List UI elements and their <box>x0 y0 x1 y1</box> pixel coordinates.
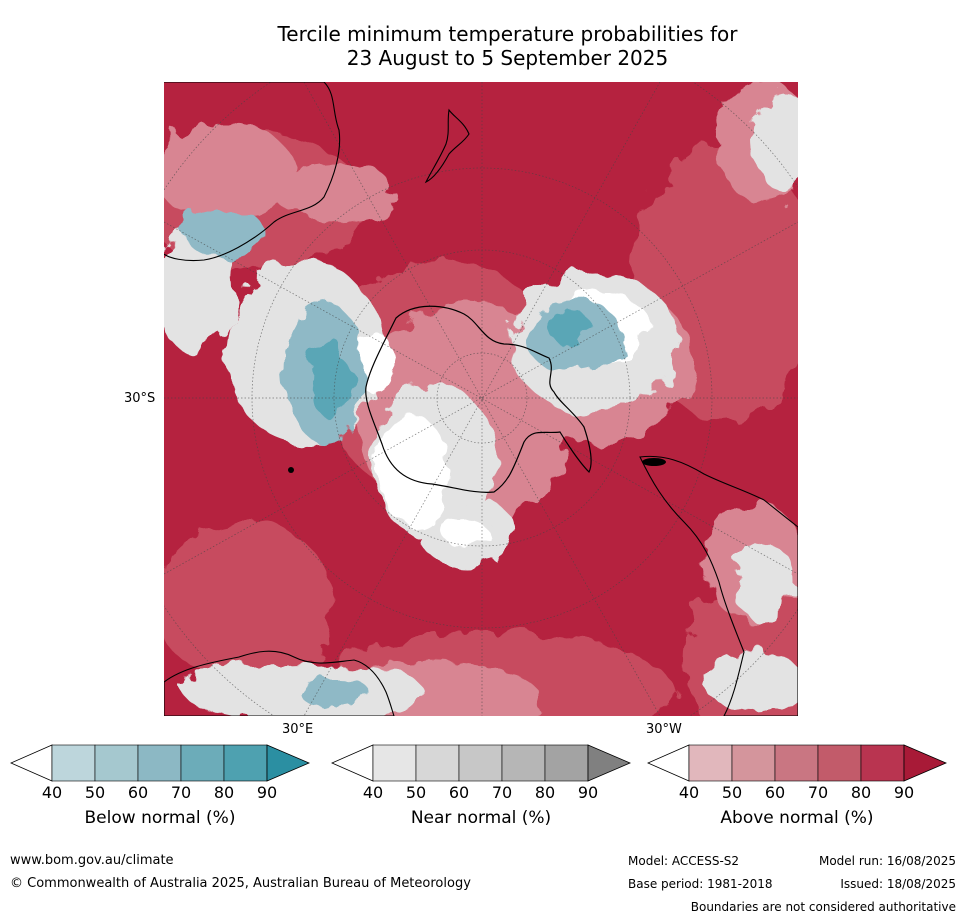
website-link[interactable]: www.bom.gov.au/climate <box>10 853 174 868</box>
colorbar-swatch <box>501 744 546 782</box>
colorbar-tick-label: 70 <box>491 783 513 802</box>
new-zealand-coastline <box>424 108 470 184</box>
colorbar-max-extend <box>587 744 631 782</box>
colorbar-tick-label: 40 <box>678 783 700 802</box>
africa-coastline <box>164 650 395 716</box>
colorbar-tick-label: 50 <box>84 783 106 802</box>
colorbar-swatch <box>774 744 819 782</box>
colorbar-tick-label: 60 <box>127 783 149 802</box>
colorbar-tick-label: 50 <box>405 783 427 802</box>
colorbar-near-swatches <box>331 744 631 782</box>
colorbar-near-normal <box>331 744 631 782</box>
colorbar-swatch <box>817 744 862 782</box>
falklands-marker <box>642 458 666 466</box>
colorbar-swatch <box>731 744 776 782</box>
colorbar-min-extend <box>331 744 374 782</box>
title-line-2: 23 August to 5 September 2025 <box>346 46 669 70</box>
colorbar-below-label: Below normal (%) <box>84 808 236 828</box>
copyright-text: © Commonwealth of Australia 2025, Austra… <box>10 876 471 891</box>
colorbar-below-normal <box>10 744 310 782</box>
probability-map <box>164 82 798 716</box>
colorbar-tick-label: 80 <box>534 783 556 802</box>
lon-label-30w: 30°W <box>646 722 682 737</box>
title-line-1: Tercile minimum temperature probabilitie… <box>277 22 738 46</box>
colorbar-swatch <box>223 744 268 782</box>
colorbar-tick-label: 80 <box>850 783 872 802</box>
colorbar-tick-label: 70 <box>807 783 829 802</box>
base-period-info: Base period: 1981-2018 <box>628 877 773 891</box>
colorbar-tick-label: 90 <box>256 783 278 802</box>
antarctica-coastline <box>365 305 592 493</box>
colorbar-swatch <box>544 744 589 782</box>
colorbar-max-extend <box>266 744 310 782</box>
colorbar-swatch <box>688 744 733 782</box>
disclaimer-text: Boundaries are not considered authoritat… <box>690 900 956 914</box>
colorbar-above-normal <box>647 744 947 782</box>
australia-coastline <box>164 82 341 262</box>
colorbar-min-extend <box>647 744 690 782</box>
map-svg <box>164 82 798 716</box>
colorbar-near-label: Near normal (%) <box>410 808 552 828</box>
issued-info: Issued: 18/08/2025 <box>840 877 956 891</box>
lat-label-30s: 30°S <box>124 391 156 406</box>
colorbar-swatch <box>180 744 225 782</box>
colorbar-above-label: Above normal (%) <box>720 808 874 828</box>
chart-title: Tercile minimum temperature probabilitie… <box>0 22 965 70</box>
colorbar-tick-label: 90 <box>893 783 915 802</box>
colorbar-min-extend <box>10 744 53 782</box>
colorbar-above-swatches <box>647 744 947 782</box>
colorbar-tick-label: 60 <box>448 783 470 802</box>
colorbar-swatch <box>372 744 417 782</box>
lon-label-30e: 30°E <box>282 722 314 737</box>
colorbar-tick-label: 80 <box>213 783 235 802</box>
colorbar-tick-label: 70 <box>170 783 192 802</box>
colorbar-swatch <box>94 744 139 782</box>
graticule <box>164 82 798 716</box>
probability-fields <box>164 82 798 716</box>
colorbar-swatch <box>860 744 905 782</box>
colorbar-tick-label: 40 <box>362 783 384 802</box>
colorbar-tick-label: 90 <box>577 783 599 802</box>
colorbar-below-swatches <box>10 744 310 782</box>
model-run-info: Model run: 16/08/2025 <box>818 854 956 868</box>
colorbar-tick-label: 40 <box>41 783 63 802</box>
colorbar-swatch <box>137 744 182 782</box>
colorbar-max-extend <box>903 744 947 782</box>
colorbar-swatch <box>458 744 503 782</box>
colorbar-tick-label: 50 <box>721 783 743 802</box>
south-america-coastline <box>639 455 798 716</box>
model-info: Model: ACCESS-S2 <box>628 854 740 868</box>
island-marker <box>288 467 294 473</box>
colorbar-tick-label: 60 <box>764 783 786 802</box>
colorbar-swatch <box>51 744 96 782</box>
colorbar-swatch <box>415 744 460 782</box>
